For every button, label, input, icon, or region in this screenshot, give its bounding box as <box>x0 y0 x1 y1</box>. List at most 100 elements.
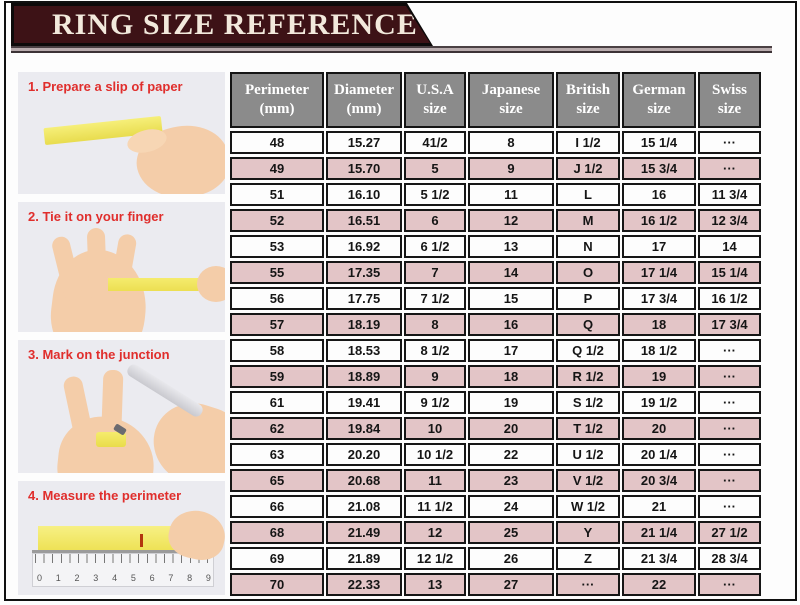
table-cell: 19.84 <box>326 417 402 440</box>
table-cell: 17 <box>622 235 696 258</box>
table-cell: 27 <box>468 573 554 596</box>
table-cell: 16.92 <box>326 235 402 258</box>
table-cell: 14 <box>468 261 554 284</box>
paper-strip-illustration <box>38 526 190 550</box>
ruler-ticks <box>35 554 211 563</box>
red-mark <box>140 534 143 547</box>
paper-strip-illustration <box>108 278 225 291</box>
table-row: 68 21.49 12 25 Y 21 1/4 27 1/2 <box>230 521 763 544</box>
step-2-card: 2. Tie it on your finger <box>18 202 225 332</box>
table-cell: 25 <box>468 521 554 544</box>
table-row: 55 17.35 7 14 O 17 1/4 15 1/4 <box>230 261 763 284</box>
table-cell: 26 <box>468 547 554 570</box>
table-cell: 63 <box>230 443 324 466</box>
table-cell: ··· <box>698 573 761 596</box>
table-cell: 41/2 <box>404 131 466 154</box>
table-cell: 15 3/4 <box>622 157 696 180</box>
table-cell: 61 <box>230 391 324 414</box>
table-cell: 5 <box>404 157 466 180</box>
column-header: British size <box>556 72 620 128</box>
table-cell: 8 <box>404 313 466 336</box>
pen-illustration <box>125 362 205 419</box>
table-cell: 20 <box>622 417 696 440</box>
table-cell: 19 <box>468 391 554 414</box>
table-header-row: Perimeter (mm) Diameter (mm) U.S.A size Jap… <box>230 72 763 128</box>
table-cell: 9 1/2 <box>404 391 466 414</box>
table-cell: L <box>556 183 620 206</box>
ruler-number: 6 <box>149 573 155 583</box>
ruler-shadow <box>32 550 212 555</box>
table-row: 57 18.19 8 16 Q 18 17 3/4 <box>230 313 763 336</box>
table-cell: 5 1/2 <box>404 183 466 206</box>
ring-size-table: Perimeter (mm) Diameter (mm) U.S.A size Jap… <box>230 72 763 599</box>
ruler-number: 2 <box>74 573 80 583</box>
column-header: Diameter (mm) <box>326 72 402 128</box>
table-cell: 65 <box>230 469 324 492</box>
table-cell: 10 1/2 <box>404 443 466 466</box>
table-cell: 11 3/4 <box>698 183 761 206</box>
table-cell: 17 1/4 <box>622 261 696 284</box>
table-row: 48 15.27 41/2 8 I 1/2 15 1/4 ··· <box>230 131 763 154</box>
column-header: Japanese size <box>468 72 554 128</box>
table-cell: 57 <box>230 313 324 336</box>
step-4-label: 4. Measure the perimeter <box>28 488 182 503</box>
table-cell: 15 1/4 <box>622 131 696 154</box>
table-cell: Q 1/2 <box>556 339 620 362</box>
table-cell: 20.68 <box>326 469 402 492</box>
column-header: Swiss size <box>698 72 761 128</box>
table-cell: ··· <box>698 365 761 388</box>
step-1-label: 1. Prepare a slip of paper <box>28 79 183 94</box>
table-cell: 19 1/2 <box>622 391 696 414</box>
table-cell: 17.75 <box>326 287 402 310</box>
table-cell: 21 1/4 <box>622 521 696 544</box>
table-cell: ··· <box>698 391 761 414</box>
table-cell: 11 <box>468 183 554 206</box>
ruler-number: 8 <box>187 573 193 583</box>
title-banner: RING SIZE REFERENCE <box>11 3 433 46</box>
table-row: 61 19.41 9 1/2 19 S 1/2 19 1/2 ··· <box>230 391 763 414</box>
ruler-numbers: 0 1 2 3 4 5 6 7 8 9 <box>37 573 211 583</box>
table-cell: 21 3/4 <box>622 547 696 570</box>
table-cell: I 1/2 <box>556 131 620 154</box>
step-2-label: 2. Tie it on your finger <box>28 209 164 224</box>
table-cell: Q <box>556 313 620 336</box>
table-cell: 22 <box>622 573 696 596</box>
table-cell: 6 <box>404 209 466 232</box>
table-cell: ··· <box>698 417 761 440</box>
table-row: 51 16.10 5 1/2 11 L 16 11 3/4 <box>230 183 763 206</box>
table-cell: ··· <box>698 443 761 466</box>
table-cell: 12 <box>404 521 466 544</box>
table-cell: 19 <box>622 365 696 388</box>
table-cell: 16.10 <box>326 183 402 206</box>
table-cell: ··· <box>698 157 761 180</box>
step-3-card: 3. Mark on the junction <box>18 340 225 473</box>
table-cell: 21.08 <box>326 495 402 518</box>
table-cell: 23 <box>468 469 554 492</box>
title-banner-inner: RING SIZE REFERENCE <box>14 6 430 43</box>
table-row: 62 19.84 10 20 T 1/2 20 ··· <box>230 417 763 440</box>
table-cell: 18.53 <box>326 339 402 362</box>
table-cell: ··· <box>556 573 620 596</box>
table-cell: 22 <box>468 443 554 466</box>
table-cell: 11 1/2 <box>404 495 466 518</box>
table-cell: 12 <box>468 209 554 232</box>
step-4-card: 4. Measure the perimeter 0 1 2 3 4 5 6 7 8 9 <box>18 481 225 595</box>
table-cell: 17.35 <box>326 261 402 284</box>
table-cell: Z <box>556 547 620 570</box>
table-cell: O <box>556 261 620 284</box>
table-cell: W 1/2 <box>556 495 620 518</box>
table-cell: 22.33 <box>326 573 402 596</box>
table-row: 52 16.51 6 12 M 16 1/2 12 3/4 <box>230 209 763 232</box>
table-cell: 56 <box>230 287 324 310</box>
table-cell: 21.49 <box>326 521 402 544</box>
table-cell: 7 1/2 <box>404 287 466 310</box>
holding-hand-illustration <box>197 266 225 302</box>
step-1-card: 1. Prepare a slip of paper <box>18 72 225 194</box>
ruler-number: 1 <box>55 573 61 583</box>
header-divider-line <box>11 46 772 53</box>
table-cell: 55 <box>230 261 324 284</box>
table-row: 49 15.70 5 9 J 1/2 15 3/4 ··· <box>230 157 763 180</box>
table-row: 70 22.33 13 27 ··· 22 ··· <box>230 573 763 596</box>
table-cell: 58 <box>230 339 324 362</box>
